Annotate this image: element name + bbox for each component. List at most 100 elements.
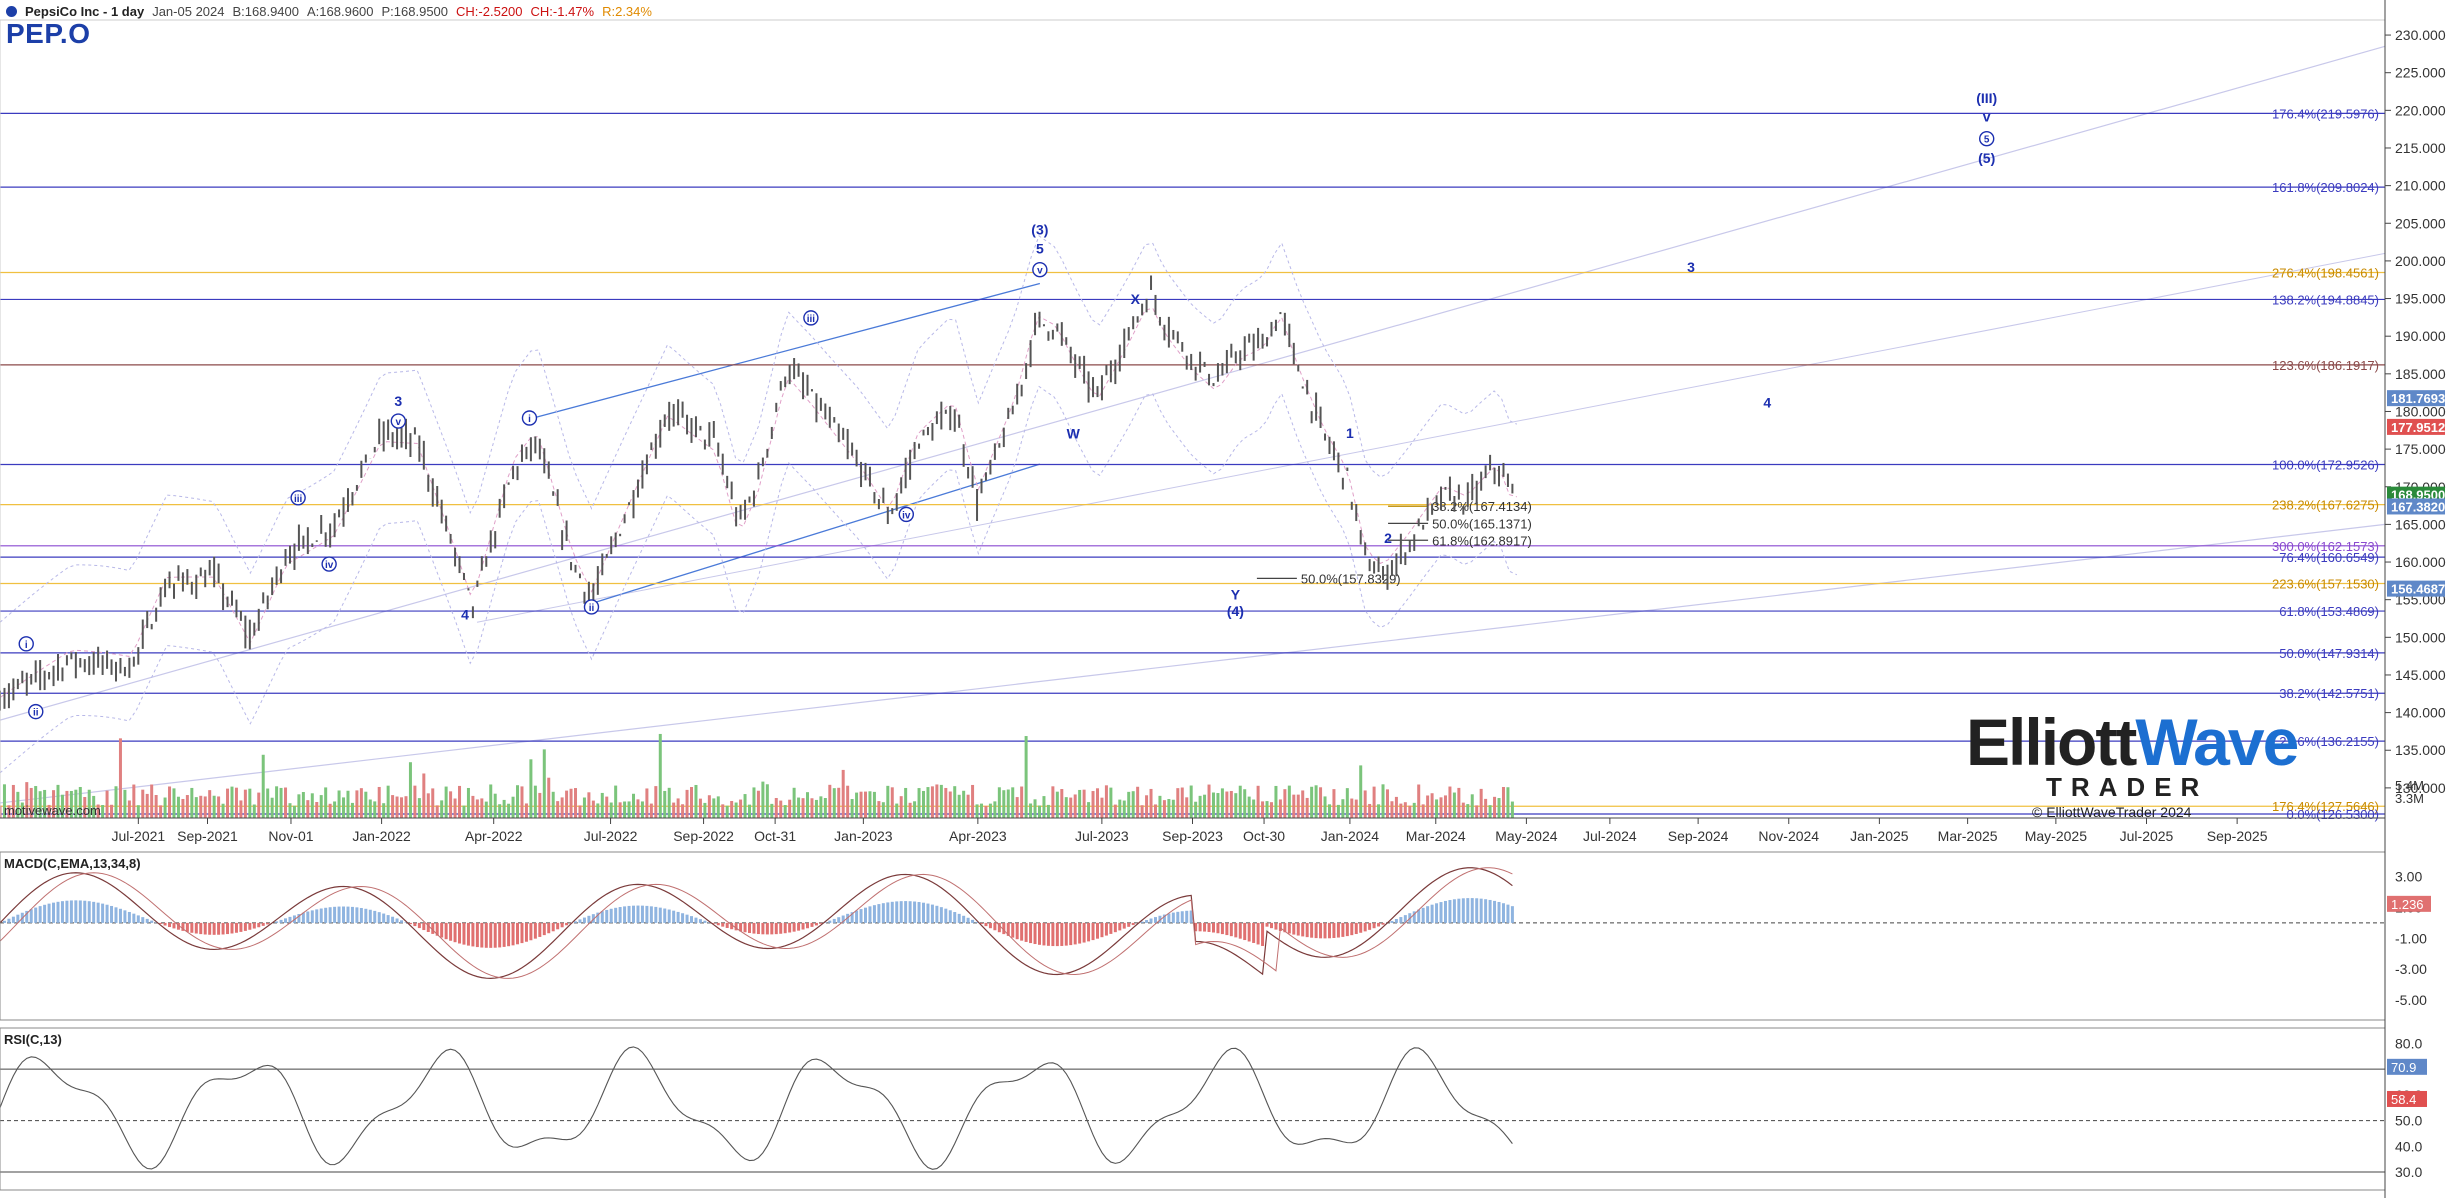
wave-label: ii <box>33 708 39 719</box>
macd-hist-bar <box>47 903 51 923</box>
macd-hist-bar <box>1399 917 1403 923</box>
volume-bar <box>899 796 903 818</box>
macd-hist-bar <box>1011 922 1015 938</box>
volume-bar <box>288 803 292 818</box>
macd-hist-bar <box>734 922 738 931</box>
volume-bar <box>1127 791 1131 818</box>
macd-hist-bar <box>556 922 560 930</box>
macd-hist-bar <box>1457 898 1461 923</box>
volume-tag: 3.3M <box>2395 791 2424 806</box>
wave-label: v <box>1037 266 1043 277</box>
macd-hist-bar <box>373 910 377 923</box>
volume-bar <box>1185 797 1189 818</box>
rsi-line <box>0 1046 1513 1170</box>
volume-bar <box>342 797 346 818</box>
macd-hist-bar <box>743 922 747 933</box>
volume-bar <box>962 790 966 818</box>
volume-bar <box>743 794 747 818</box>
volume-bar <box>1234 793 1238 818</box>
macd-hist-bar <box>92 901 96 923</box>
macd-hist-bar <box>944 908 948 923</box>
volume-bar <box>1002 790 1006 818</box>
volume-bar <box>587 792 591 818</box>
macd-hist-bar <box>16 914 20 923</box>
wave-label-circle <box>1979 131 1995 147</box>
volume-bar <box>1194 801 1198 818</box>
volume-bar <box>315 801 319 818</box>
rsi-tick-label: 40.0 <box>2395 1138 2422 1154</box>
macd-hist-bar <box>1479 898 1483 923</box>
fib-label: 276.4%(198.4561) <box>2272 266 2379 281</box>
macd-hist-bar <box>1426 906 1430 923</box>
macd-hist-bar <box>1033 922 1037 945</box>
macd-hist-bar <box>96 902 100 923</box>
volume-bar <box>1029 803 1033 818</box>
wave-label: i <box>528 414 531 425</box>
volume-bar <box>118 738 122 818</box>
volume-bar <box>855 792 859 818</box>
x-tick-label: Apr-2023 <box>949 828 1007 844</box>
volume-bar <box>431 788 435 818</box>
macd-hist-bar <box>1332 922 1336 938</box>
macd-hist-bar <box>1162 914 1166 923</box>
volume-bar <box>1457 787 1461 818</box>
volume-bar <box>493 793 497 818</box>
volume-bar <box>1394 796 1398 818</box>
volume-bar <box>1421 804 1425 818</box>
macd-hist-bar <box>1363 922 1367 932</box>
volume-bar <box>266 788 270 818</box>
volume-bar <box>649 803 653 818</box>
macd-hist-bar <box>1381 922 1385 925</box>
volume-bar <box>141 789 145 818</box>
volume-bar <box>319 795 323 818</box>
macd-hist-bar <box>868 906 872 923</box>
volume-bar <box>2 784 6 818</box>
macd-hist-bar <box>1051 922 1055 947</box>
macd-hist-bar <box>529 922 533 941</box>
macd-hist-bar <box>681 913 685 923</box>
macd-hist-bar <box>1140 921 1144 923</box>
macd-hist-bar <box>489 922 493 948</box>
volume-bar <box>110 804 114 818</box>
volume-bar <box>328 803 332 818</box>
macd-hist-bar <box>837 917 841 923</box>
macd-hist-bar <box>997 922 1001 933</box>
volume-bar <box>895 803 899 818</box>
volume-bar <box>770 803 774 818</box>
volume-bar <box>25 782 29 818</box>
y-tick-label: 175.000 <box>2395 441 2446 457</box>
brand-wordmark: ElliottWave <box>1966 709 2299 775</box>
wave-label: iii <box>807 314 816 325</box>
volume-bar <box>150 784 154 818</box>
volume-bar <box>788 799 792 818</box>
volume-bar <box>832 788 836 818</box>
volume-bar <box>239 800 243 818</box>
volume-bar <box>208 790 212 818</box>
volume-bar <box>270 797 274 818</box>
macd-panel[interactable] <box>0 867 2385 979</box>
band-lower <box>0 385 1518 774</box>
macd-hist-bar <box>328 907 332 923</box>
volume-bar <box>20 802 24 818</box>
macd-hist-bar <box>774 922 778 935</box>
price-panel[interactable]: 176.4%(219.5976)161.8%(209.8024)276.4%(1… <box>0 45 2386 822</box>
volume-bar <box>123 789 127 818</box>
macd-hist-bar <box>703 920 707 923</box>
macd-hist-bar <box>310 910 314 923</box>
macd-hist-bar <box>1283 922 1287 933</box>
rsi-panel[interactable] <box>0 1046 2385 1173</box>
volume-bar <box>333 801 337 818</box>
volume-bar <box>373 801 377 818</box>
volume-bar <box>475 799 479 818</box>
volume-bar <box>1274 785 1278 818</box>
macd-hist-bar <box>516 922 520 945</box>
macd-hist-bar <box>1020 922 1024 941</box>
volume-bar <box>640 801 644 818</box>
volume-bar <box>565 790 569 818</box>
volume-bar <box>65 790 69 818</box>
volume-bar <box>1252 799 1256 818</box>
macd-hist-bar <box>524 922 528 942</box>
macd-hist-bar <box>725 922 729 928</box>
volume-bar <box>814 799 818 818</box>
macd-hist-bar <box>52 902 56 923</box>
